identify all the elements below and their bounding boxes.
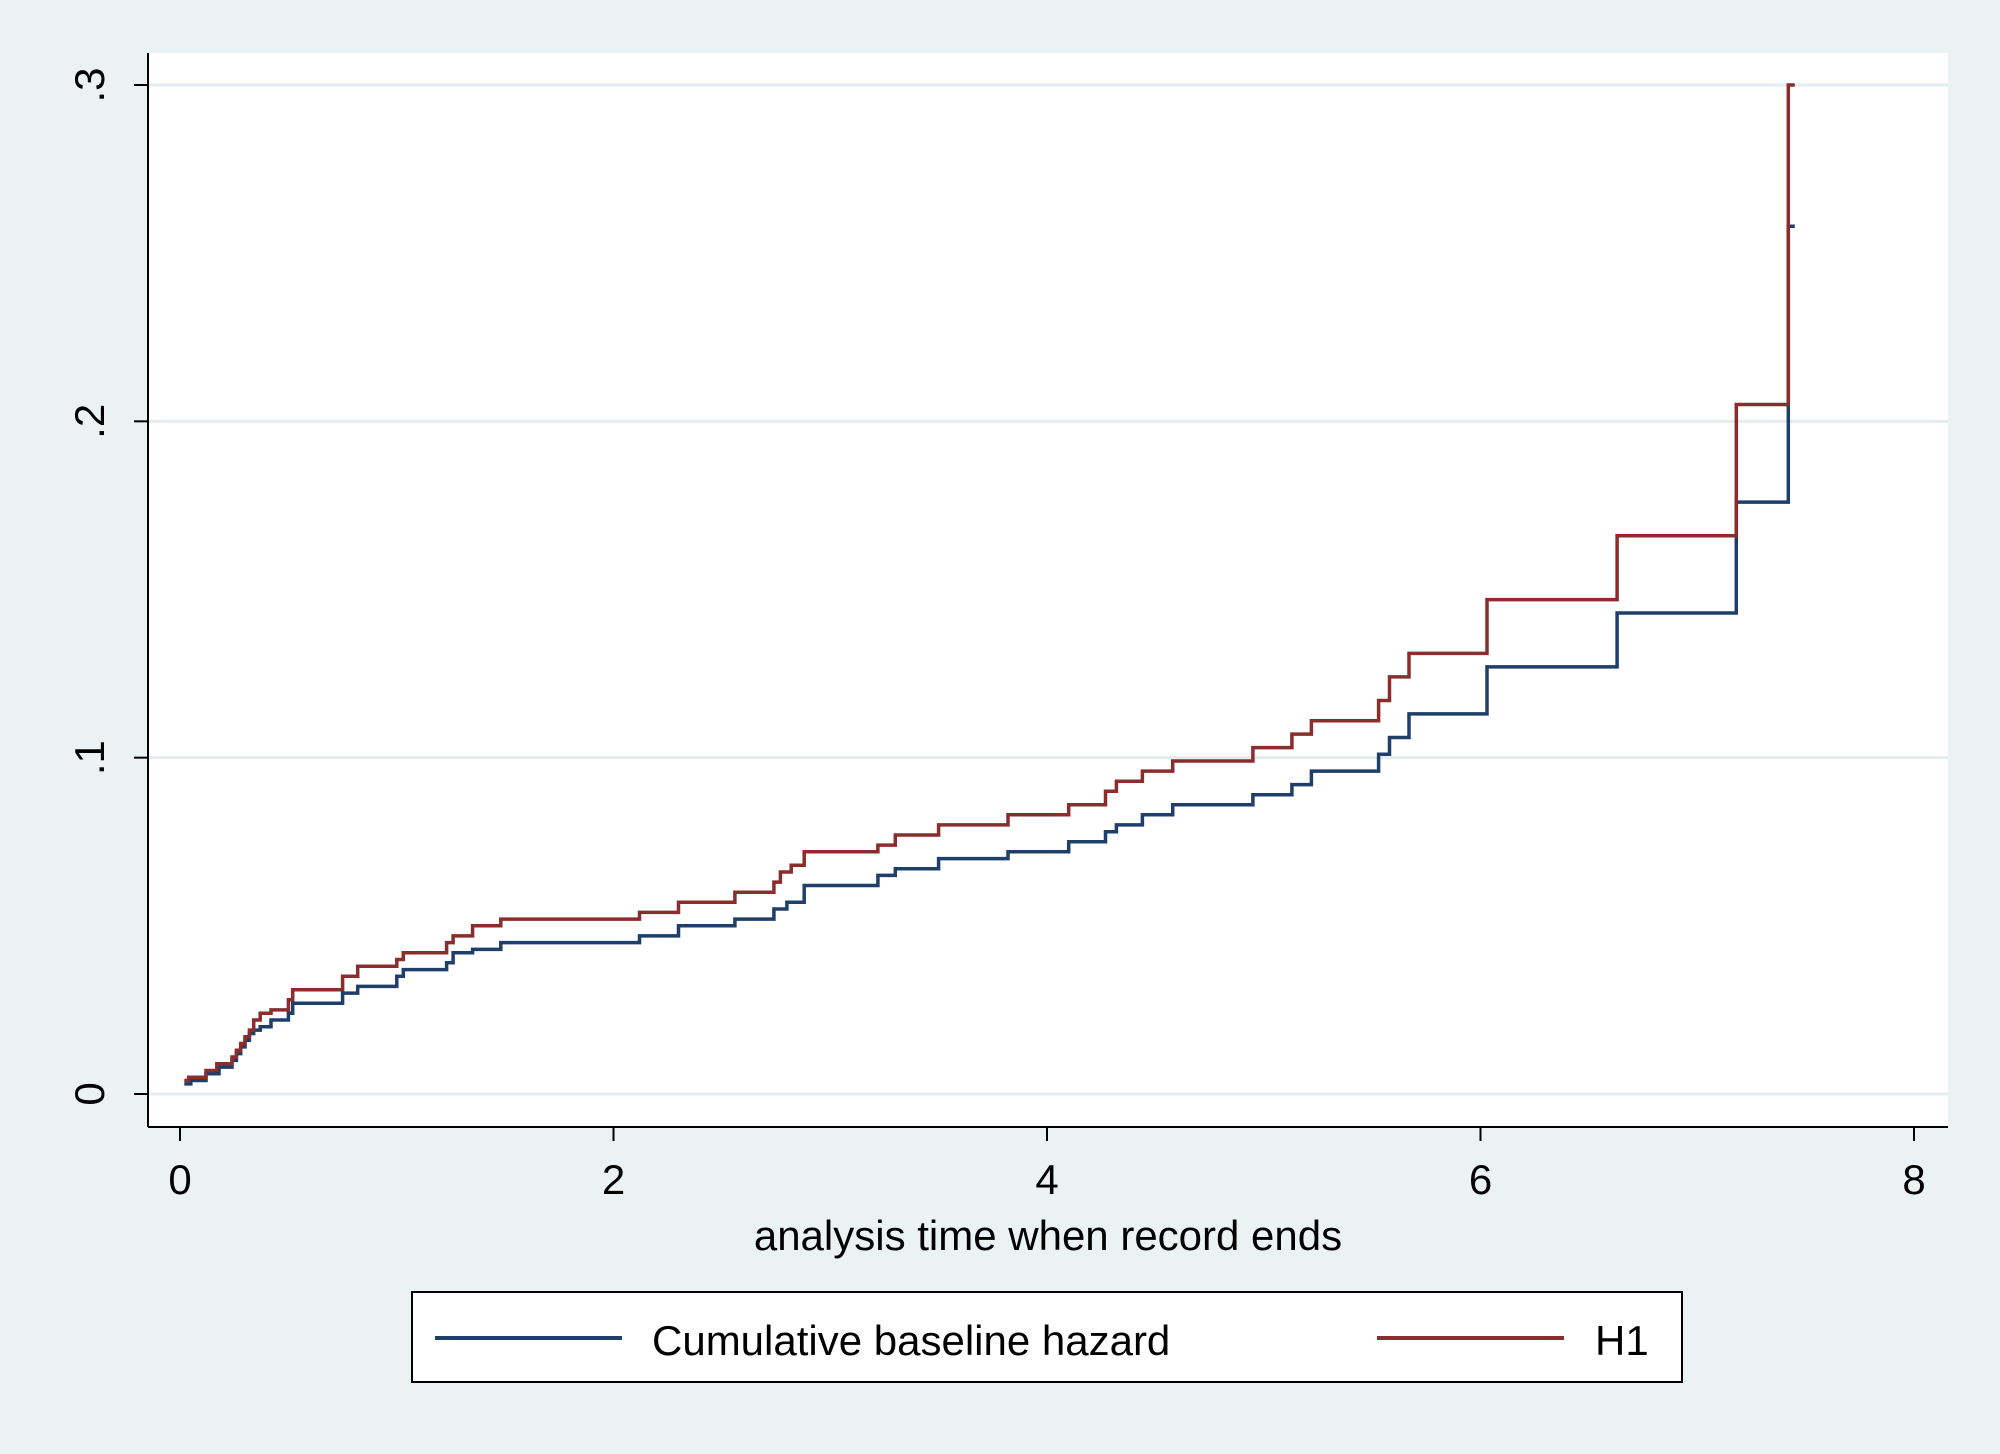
y-tick-label: .3 [66,67,113,102]
x-tick-label: 6 [1469,1156,1492,1203]
series-line-h1 [184,83,1795,1083]
x-tick-label: 8 [1902,1156,1925,1203]
axis-ticks: 0 .1 .2 .3 0 2 4 6 8 [66,67,1926,1203]
x-tick-label: 4 [1035,1156,1058,1203]
y-tick-label: .1 [66,740,113,775]
legend: Cumulative baseline hazard H1 [411,1291,1683,1383]
legend-label-h1: H1 [1595,1317,1649,1364]
y-tick-label: 0 [66,1082,113,1105]
plot-area [148,53,1948,1126]
x-tick-label: 2 [602,1156,625,1203]
series-lines [184,83,1795,1086]
x-tick-label: 0 [168,1156,191,1203]
y-tick-label: .2 [66,404,113,439]
legend-label-cumulative-baseline-hazard: Cumulative baseline hazard [652,1317,1170,1364]
gridlines [149,83,1948,1096]
x-axis-title: analysis time when record ends [754,1212,1342,1259]
